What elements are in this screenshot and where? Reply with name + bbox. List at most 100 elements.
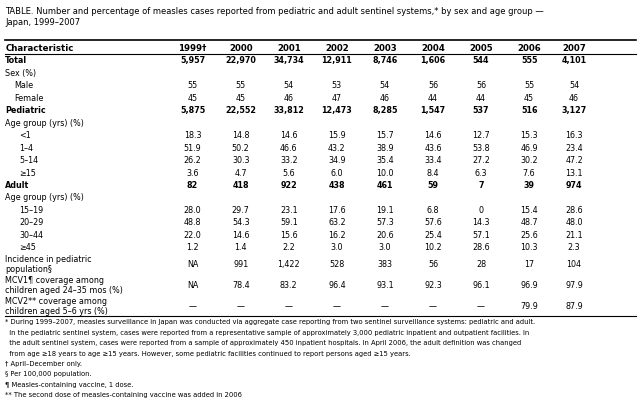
Text: 44: 44 <box>428 93 438 103</box>
Text: 15.9: 15.9 <box>328 131 345 140</box>
Text: 6.0: 6.0 <box>331 168 343 177</box>
Text: 45: 45 <box>188 93 197 103</box>
Text: 15.3: 15.3 <box>520 131 538 140</box>
Text: † April–December only.: † April–December only. <box>5 360 82 366</box>
Text: 2.3: 2.3 <box>568 243 580 252</box>
Text: from age ≥18 years to age ≥15 years. However, some pediatric facilities continue: from age ≥18 years to age ≥15 years. How… <box>5 350 411 356</box>
Text: 45: 45 <box>524 93 534 103</box>
Text: 93.1: 93.1 <box>376 280 394 289</box>
Text: 51.9: 51.9 <box>184 143 201 152</box>
Text: 22.0: 22.0 <box>184 230 201 239</box>
Text: 17.6: 17.6 <box>328 205 345 215</box>
Text: Age group (yrs) (%): Age group (yrs) (%) <box>5 193 84 202</box>
Text: 15.7: 15.7 <box>376 131 394 140</box>
Text: 30–44: 30–44 <box>19 230 43 239</box>
Text: 26.2: 26.2 <box>184 156 201 165</box>
Text: NA: NA <box>187 280 198 289</box>
Text: 28.6: 28.6 <box>565 205 583 215</box>
Text: 48.7: 48.7 <box>520 218 538 227</box>
Text: MCV1¶ coverage among
children aged 24–35 mos (%): MCV1¶ coverage among children aged 24–35… <box>5 275 123 294</box>
Text: 2000: 2000 <box>229 43 253 53</box>
Text: 16.3: 16.3 <box>565 131 583 140</box>
Text: 10.0: 10.0 <box>376 168 394 177</box>
Text: 92.3: 92.3 <box>424 280 442 289</box>
Text: Age group (yrs) (%): Age group (yrs) (%) <box>5 118 84 128</box>
Text: 5,875: 5,875 <box>180 106 205 115</box>
Text: 16.2: 16.2 <box>328 230 345 239</box>
Text: 922: 922 <box>280 180 297 190</box>
Text: 48.8: 48.8 <box>184 218 201 227</box>
Text: 528: 528 <box>329 259 344 268</box>
Text: the adult sentinel system, cases were reported from a sample of approximately 45: the adult sentinel system, cases were re… <box>5 339 521 345</box>
Text: 22,970: 22,970 <box>225 56 256 65</box>
Text: 96.9: 96.9 <box>520 280 538 289</box>
Text: 34,734: 34,734 <box>274 56 304 65</box>
Text: 23.4: 23.4 <box>565 143 583 152</box>
Text: 25.6: 25.6 <box>520 230 538 239</box>
Text: 1.4: 1.4 <box>235 243 247 252</box>
Text: 1–4: 1–4 <box>19 143 33 152</box>
Text: 56: 56 <box>428 259 438 268</box>
Text: 29.7: 29.7 <box>232 205 249 215</box>
Text: 3.0: 3.0 <box>331 243 343 252</box>
Text: 43.6: 43.6 <box>424 143 442 152</box>
Text: 39: 39 <box>524 180 535 190</box>
Text: 4.7: 4.7 <box>235 168 247 177</box>
Text: 63.2: 63.2 <box>328 218 345 227</box>
Text: 35.4: 35.4 <box>376 156 394 165</box>
Text: 8,285: 8,285 <box>372 106 397 115</box>
Text: 46.9: 46.9 <box>520 143 538 152</box>
Text: 79.9: 79.9 <box>520 301 538 310</box>
Text: 57.1: 57.1 <box>472 230 490 239</box>
Text: 1,606: 1,606 <box>420 56 445 65</box>
Text: 17: 17 <box>524 259 534 268</box>
Text: 12.7: 12.7 <box>472 131 490 140</box>
Text: 1999†: 1999† <box>178 43 207 53</box>
Text: 43.2: 43.2 <box>328 143 345 152</box>
Text: 57.3: 57.3 <box>376 218 394 227</box>
Text: 47.2: 47.2 <box>565 156 583 165</box>
Text: ¶ Measles-containing vaccine, 1 dose.: ¶ Measles-containing vaccine, 1 dose. <box>5 381 133 387</box>
Text: 78.4: 78.4 <box>232 280 249 289</box>
Text: —: — <box>429 301 437 310</box>
Text: 555: 555 <box>521 56 537 65</box>
Text: 15.4: 15.4 <box>520 205 538 215</box>
Text: 14.8: 14.8 <box>232 131 249 140</box>
Text: 28.0: 28.0 <box>184 205 201 215</box>
Text: 5.6: 5.6 <box>283 168 295 177</box>
Text: 46.6: 46.6 <box>280 143 297 152</box>
Text: 3,127: 3,127 <box>562 106 587 115</box>
Text: 2006: 2006 <box>517 43 541 53</box>
Text: 46: 46 <box>569 93 579 103</box>
Text: Female: Female <box>15 93 44 103</box>
Text: 2007: 2007 <box>562 43 586 53</box>
Text: 44: 44 <box>476 93 486 103</box>
Text: 53.8: 53.8 <box>472 143 490 152</box>
Text: 48.0: 48.0 <box>565 218 583 227</box>
Text: 12,473: 12,473 <box>322 106 352 115</box>
Text: <1: <1 <box>19 131 31 140</box>
Text: 46: 46 <box>380 93 390 103</box>
Text: —: — <box>381 301 389 310</box>
Text: 14.6: 14.6 <box>280 131 297 140</box>
Text: —: — <box>237 301 245 310</box>
Text: Pediatric: Pediatric <box>5 106 46 115</box>
Text: 33,812: 33,812 <box>273 106 304 115</box>
Text: 55: 55 <box>524 81 534 90</box>
Text: * During 1999–2007, measles surveillance in Japan was conducted via aggregate ca: * During 1999–2007, measles surveillance… <box>5 318 535 324</box>
Text: 14.6: 14.6 <box>232 230 249 239</box>
Text: ** The second dose of measles-containing vaccine was added in 2006: ** The second dose of measles-containing… <box>5 391 242 397</box>
Text: 97.9: 97.9 <box>565 280 583 289</box>
Text: 22,552: 22,552 <box>225 106 256 115</box>
Text: 18.3: 18.3 <box>184 131 201 140</box>
Text: 46: 46 <box>284 93 294 103</box>
Text: 4,101: 4,101 <box>562 56 587 65</box>
Text: 5,957: 5,957 <box>180 56 205 65</box>
Text: 14.6: 14.6 <box>424 131 442 140</box>
Text: 33.2: 33.2 <box>280 156 297 165</box>
Text: 30.3: 30.3 <box>232 156 249 165</box>
Text: 537: 537 <box>473 106 489 115</box>
Text: 20.6: 20.6 <box>376 230 394 239</box>
Text: 3.0: 3.0 <box>379 243 391 252</box>
Text: 12,911: 12,911 <box>322 56 352 65</box>
